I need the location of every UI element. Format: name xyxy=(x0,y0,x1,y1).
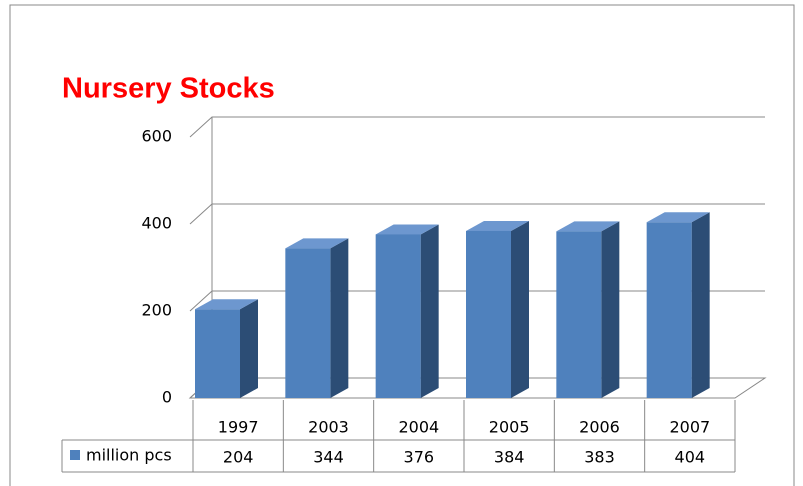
y-tick-label: 200 xyxy=(141,301,172,320)
bar-front xyxy=(556,231,602,398)
bar-top xyxy=(646,212,710,223)
legend-label: million pcs xyxy=(86,446,172,465)
bar xyxy=(285,238,349,398)
x-tick-label: 1997 xyxy=(218,418,259,437)
bar-front xyxy=(375,234,421,398)
bar-top xyxy=(285,238,349,249)
table-value: 376 xyxy=(404,448,435,467)
bar xyxy=(195,299,258,398)
bar xyxy=(646,212,710,398)
bar xyxy=(466,220,529,398)
bar-side xyxy=(330,238,349,398)
bar-side xyxy=(511,220,529,398)
bar-front xyxy=(646,222,692,398)
x-tick-label: 2004 xyxy=(398,418,439,437)
bar-top xyxy=(375,224,439,235)
table-value: 384 xyxy=(494,448,525,467)
table-value: 404 xyxy=(675,448,706,467)
bar xyxy=(556,221,620,398)
y-tick-label: 600 xyxy=(141,127,172,146)
bar-front xyxy=(195,309,240,398)
legend-swatch xyxy=(70,450,80,460)
bar-top xyxy=(466,220,529,231)
bar-side xyxy=(691,212,710,398)
grid-line xyxy=(189,203,765,225)
chart-title: Nursery Stocks xyxy=(62,73,275,105)
bar xyxy=(375,224,439,398)
x-tick-label: 2005 xyxy=(489,418,530,437)
y-tick-label: 400 xyxy=(141,214,172,233)
bar-front xyxy=(285,248,331,398)
bar-side xyxy=(601,221,620,398)
bar-top xyxy=(195,299,258,310)
table-value: 204 xyxy=(223,448,254,467)
x-tick-label: 2003 xyxy=(308,418,349,437)
y-tick-label: 0 xyxy=(162,388,172,407)
bar-front xyxy=(466,230,511,398)
table-value: 344 xyxy=(313,448,344,467)
x-tick-label: 2006 xyxy=(579,418,620,437)
grid-line xyxy=(189,116,765,138)
table-value: 383 xyxy=(584,448,615,467)
bar-side xyxy=(240,299,258,398)
x-tick-label: 2007 xyxy=(669,418,710,437)
bar-top xyxy=(556,221,620,232)
bar-side xyxy=(420,224,439,398)
